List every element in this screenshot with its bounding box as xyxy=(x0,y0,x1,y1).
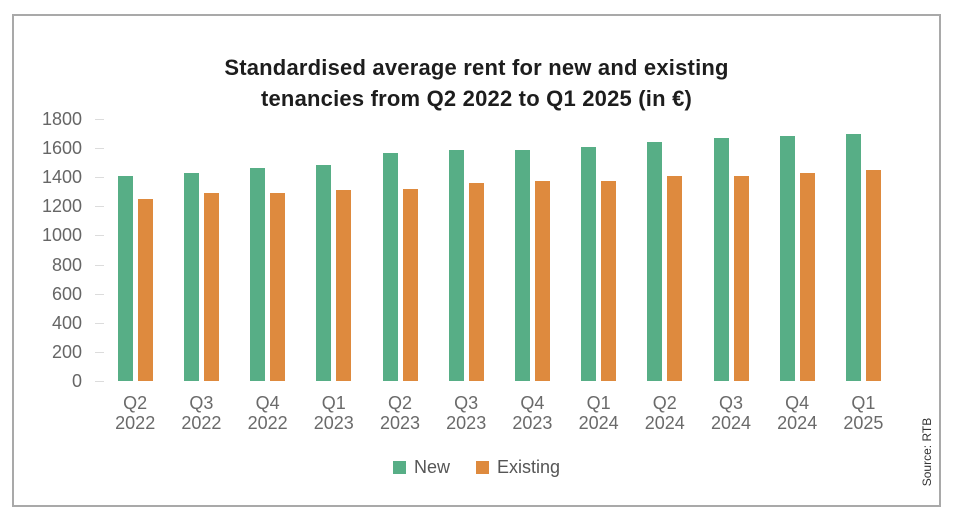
y-tick-label-200: 200 xyxy=(51,341,82,362)
y-tick-mark-1200 xyxy=(95,206,104,208)
bar-existing-q4-2022 xyxy=(270,193,286,381)
y-tick-label-0: 0 xyxy=(71,371,82,391)
bar-existing-q4-2023 xyxy=(534,181,550,381)
bar-new-q1-2025 xyxy=(845,134,861,381)
legend-item-new: New xyxy=(392,457,450,477)
bar-new-q3-2024 xyxy=(713,138,729,381)
x-category-label-q4-2022: Q4 2022 xyxy=(247,393,288,433)
y-tick-mark-0 xyxy=(95,381,104,382)
bar-existing-q3-2024 xyxy=(733,176,749,381)
y-tick-label-800: 800 xyxy=(51,254,82,275)
x-category-label-q3-2023: Q3 2023 xyxy=(446,393,487,433)
bar-existing-q2-2023 xyxy=(402,189,418,381)
legend-swatch-new xyxy=(392,460,406,474)
y-tick-mark-600 xyxy=(95,293,104,295)
x-category-label-q2-2022: Q2 2022 xyxy=(115,393,156,433)
legend: New Existing xyxy=(12,455,941,479)
bar-new-q2-2023 xyxy=(382,153,398,381)
x-category-label-q3-2024: Q3 2024 xyxy=(710,393,752,433)
bar-existing-q1-2023 xyxy=(336,190,352,381)
chart-title-line2: tenancies from Q2 2022 to Q1 2025 (in €) xyxy=(260,86,693,111)
legend-label-existing: Existing xyxy=(496,457,561,477)
x-category-label-q1-2025: Q1 2025 xyxy=(843,393,884,433)
bar-existing-q4-2024 xyxy=(799,173,815,381)
y-tick-label-600: 600 xyxy=(51,283,82,304)
x-category-label-q4-2023: Q4 2023 xyxy=(512,393,553,433)
x-category-label-q4-2024: Q4 2024 xyxy=(777,393,818,433)
bar-existing-q3-2022 xyxy=(203,193,219,381)
legend-item-existing: Existing xyxy=(475,457,561,477)
bar-new-q4-2024 xyxy=(779,136,795,381)
bar-existing-q1-2025 xyxy=(865,170,881,381)
bar-new-q3-2023 xyxy=(448,150,464,381)
x-category-label-q3-2022: Q3 2022 xyxy=(181,393,222,433)
bar-new-q4-2022 xyxy=(250,168,266,381)
y-tick-mark-1800 xyxy=(95,119,104,120)
x-category-label-q1-2024: Q1 2024 xyxy=(578,393,619,433)
bar-existing-q2-2022 xyxy=(137,199,153,381)
y-tick-mark-400 xyxy=(95,322,104,324)
bar-new-q3-2022 xyxy=(183,173,199,381)
y-tick-label-1200: 1200 xyxy=(41,196,82,217)
chart-title-line1: Standardised average rent for new and ex… xyxy=(224,55,729,80)
x-category-label-q2-2023: Q2 2023 xyxy=(379,393,421,433)
bar-new-q2-2022 xyxy=(117,176,133,381)
bar-new-q2-2024 xyxy=(647,142,663,381)
x-category-label-q1-2023: Q1 2023 xyxy=(313,393,354,433)
bar-existing-q2-2024 xyxy=(667,176,683,381)
source-note: Source: RTB xyxy=(920,417,934,487)
chart-title: Standardised average rent for new and ex… xyxy=(12,52,941,114)
y-tick-label-1800: 1800 xyxy=(41,109,82,129)
y-tick-mark-1600 xyxy=(95,148,104,150)
y-tick-label-1600: 1600 xyxy=(41,138,82,159)
legend-swatch-existing xyxy=(475,460,489,474)
bar-new-q1-2023 xyxy=(316,165,332,381)
y-tick-mark-1400 xyxy=(95,177,104,179)
legend-label-new: New xyxy=(413,457,450,477)
y-tick-mark-800 xyxy=(95,264,104,266)
bar-new-q1-2024 xyxy=(581,147,597,381)
bar-existing-q1-2024 xyxy=(601,181,617,381)
y-tick-mark-200 xyxy=(95,351,104,353)
bar-new-q4-2023 xyxy=(514,150,530,381)
bar-existing-q3-2023 xyxy=(468,183,484,381)
y-tick-mark-1000 xyxy=(95,235,104,237)
x-category-label-q2-2024: Q2 2024 xyxy=(644,393,685,433)
y-tick-label-400: 400 xyxy=(51,312,82,333)
y-tick-label-1000: 1000 xyxy=(41,225,82,246)
y-tick-label-1400: 1400 xyxy=(41,167,82,188)
